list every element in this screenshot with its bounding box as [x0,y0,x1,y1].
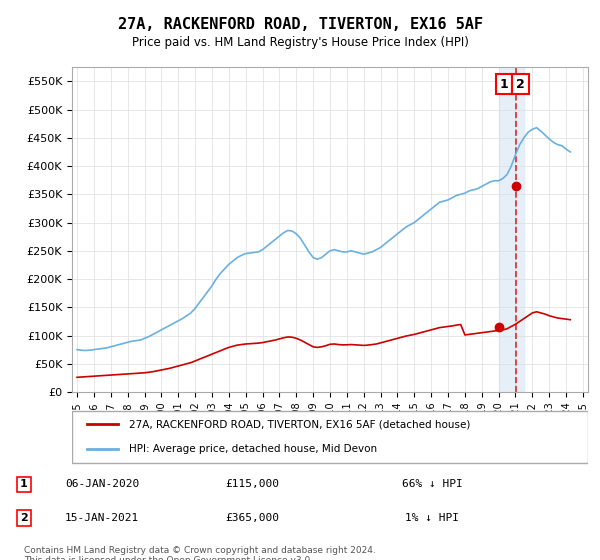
Text: 15-JAN-2021: 15-JAN-2021 [65,513,139,523]
Text: £115,000: £115,000 [225,479,279,489]
Text: 1: 1 [499,78,508,91]
Text: 27A, RACKENFORD ROAD, TIVERTON, EX16 5AF (detached house): 27A, RACKENFORD ROAD, TIVERTON, EX16 5AF… [129,419,470,430]
Text: 1% ↓ HPI: 1% ↓ HPI [405,513,459,523]
Text: £365,000: £365,000 [225,513,279,523]
Text: 1: 1 [20,479,28,489]
Text: Price paid vs. HM Land Registry's House Price Index (HPI): Price paid vs. HM Land Registry's House … [131,36,469,49]
FancyBboxPatch shape [72,411,588,463]
Text: 2: 2 [20,513,28,523]
Bar [499,67,524,392]
Text: 06-JAN-2020: 06-JAN-2020 [65,479,139,489]
Text: 66% ↓ HPI: 66% ↓ HPI [401,479,463,489]
Text: HPI: Average price, detached house, Mid Devon: HPI: Average price, detached house, Mid … [129,444,377,454]
Text: Contains HM Land Registry data © Crown copyright and database right 2024.
This d: Contains HM Land Registry data © Crown c… [24,546,376,560]
Text: 27A, RACKENFORD ROAD, TIVERTON, EX16 5AF: 27A, RACKENFORD ROAD, TIVERTON, EX16 5AF [118,17,482,32]
Text: 2: 2 [516,78,525,91]
